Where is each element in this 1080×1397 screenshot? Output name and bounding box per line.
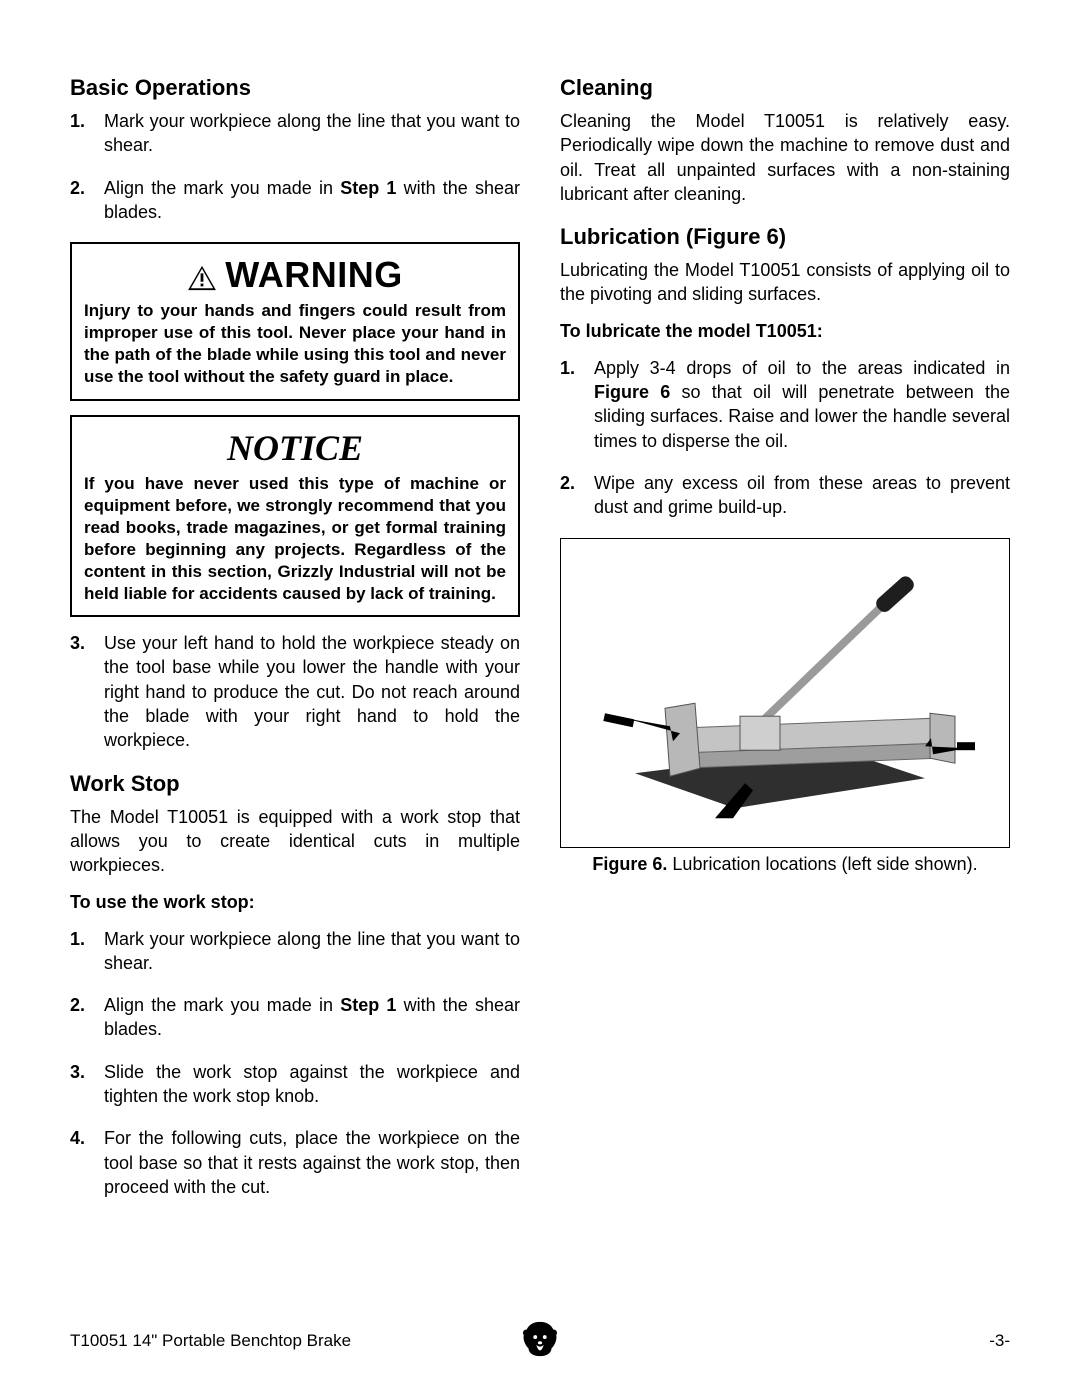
lubrication-list: Apply 3-4 drops of oil to the areas indi…: [560, 356, 1010, 520]
work-stop-step-2: Align the mark you made in Step 1 with t…: [70, 993, 520, 1042]
warning-triangle-icon: [187, 254, 217, 296]
warning-label: WARNING: [225, 254, 403, 296]
lubrication-sub: To lubricate the model T10051:: [560, 321, 1010, 342]
basic-operations-heading: Basic Operations: [70, 75, 520, 101]
notice-body: If you have never used this type of mach…: [84, 473, 506, 606]
warning-body: Injury to your hands and fingers could r…: [84, 300, 506, 388]
cleaning-body: Cleaning the Model T10051 is relatively …: [560, 109, 1010, 206]
figure-6-box: [560, 538, 1010, 848]
footer-page-number: -3-: [989, 1331, 1010, 1351]
cleaning-heading: Cleaning: [560, 75, 1010, 101]
work-stop-step-1: Mark your workpiece along the line that …: [70, 927, 520, 976]
lube-step-1: Apply 3-4 drops of oil to the areas indi…: [560, 356, 1010, 453]
machine-illustration: [595, 568, 975, 828]
figure-6-caption: Figure 6. Lubrication locations (left si…: [560, 854, 1010, 875]
work-stop-sub: To use the work stop:: [70, 892, 520, 913]
notice-callout: NOTICE If you have never used this type …: [70, 415, 520, 618]
work-stop-step-3: Slide the work stop against the workpiec…: [70, 1060, 520, 1109]
left-column: Basic Operations Mark your workpiece alo…: [70, 75, 520, 1217]
basic-ops-step-1: Mark your workpiece along the line that …: [70, 109, 520, 158]
work-stop-step-4: For the following cuts, place the workpi…: [70, 1126, 520, 1199]
warning-heading: WARNING: [84, 254, 506, 296]
basic-operations-list-cont: Use your left hand to hold the workpiece…: [70, 631, 520, 752]
notice-label: NOTICE: [84, 427, 506, 469]
right-column: Cleaning Cleaning the Model T10051 is re…: [560, 75, 1010, 1217]
page-footer: T10051 14" Portable Benchtop Brake -3-: [70, 1331, 1010, 1351]
warning-callout: WARNING Injury to your hands and fingers…: [70, 242, 520, 400]
footer-left: T10051 14" Portable Benchtop Brake: [70, 1331, 351, 1351]
basic-ops-step-3: Use your left hand to hold the workpiece…: [70, 631, 520, 752]
work-stop-intro: The Model T10051 is equipped with a work…: [70, 805, 520, 878]
lubrication-heading: Lubrication (Figure 6): [560, 224, 1010, 250]
grizzly-bear-logo-icon: [519, 1318, 561, 1365]
work-stop-heading: Work Stop: [70, 771, 520, 797]
lubrication-intro: Lubricating the Model T10051 consists of…: [560, 258, 1010, 307]
basic-operations-list: Mark your workpiece along the line that …: [70, 109, 520, 224]
lube-step-2: Wipe any excess oil from these areas to …: [560, 471, 1010, 520]
work-stop-list: Mark your workpiece along the line that …: [70, 927, 520, 1200]
basic-ops-step-2: Align the mark you made in Step 1 with t…: [70, 176, 520, 225]
